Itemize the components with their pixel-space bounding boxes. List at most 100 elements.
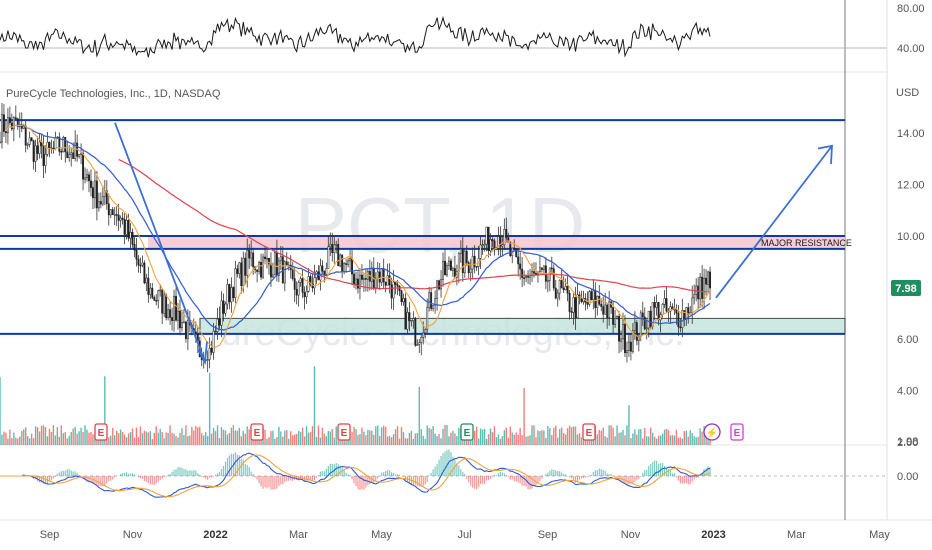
volume-bar (173, 433, 175, 445)
macd-histogram-bar (108, 476, 110, 482)
candle-body (451, 268, 454, 271)
macd-histogram-bar (213, 476, 215, 477)
macd-histogram-bar (329, 463, 331, 476)
dividend-badge-icon: ⚡ (706, 426, 718, 439)
candle-body (224, 303, 227, 314)
levels-layer (0, 119, 845, 335)
volume-bar (104, 376, 106, 445)
volume-bar (557, 437, 559, 445)
candle-body (12, 117, 15, 130)
volume-bar (416, 433, 419, 445)
volume-bar (687, 436, 689, 445)
earnings-badge[interactable]: E (337, 423, 351, 441)
candle-body (345, 263, 348, 265)
macd-histogram-bar (389, 470, 391, 476)
macd-histogram-bar (594, 470, 596, 476)
candle-body (370, 268, 373, 282)
candle-body (596, 296, 599, 308)
macd-histogram-bar (349, 475, 351, 476)
volume-bar (653, 436, 656, 445)
macd-histogram-bar (574, 476, 577, 483)
earnings-badge-label: E (341, 428, 348, 439)
candle-body (218, 318, 221, 326)
macd-histogram-bar (171, 472, 173, 476)
candle-body (165, 294, 168, 319)
candle-body (16, 118, 19, 127)
macd-histogram-bar (290, 476, 292, 481)
macd-histogram-bar (452, 456, 454, 476)
price-tick-label: 10.00 (897, 231, 925, 243)
macd-histogram-bar (418, 476, 420, 487)
candle-body (590, 291, 593, 301)
time-axis[interactable]: Sep Nov 2022 Mar May Jul Sep Nov 2023 Mar May (40, 529, 891, 541)
candle-body (291, 269, 294, 279)
major-resistance-label: MAJOR RESISTANCE (761, 238, 852, 248)
macd-histogram-bar (264, 476, 266, 488)
candle-body (491, 239, 494, 242)
macd-histogram-bar (58, 472, 60, 476)
volume-bar (177, 437, 179, 445)
earnings-badge[interactable]: E (460, 423, 474, 441)
earnings-badges[interactable]: E E E E E ⚡ E (94, 423, 744, 441)
volume-bar (618, 432, 620, 445)
macd-histogram-bar (646, 470, 648, 476)
rsi-axis[interactable]: 80.00 40.00 (897, 3, 925, 55)
macd-histogram-bar (48, 476, 51, 482)
volume-bar (697, 436, 699, 445)
volume-bar (153, 432, 155, 445)
candle-body (542, 265, 545, 270)
last-price-tag: 7.98 (891, 280, 921, 297)
macd-histogram-bar (485, 476, 488, 481)
macd-histogram-bar (426, 476, 428, 483)
volume-bar (596, 434, 598, 445)
volume-bar (547, 426, 549, 445)
volume-bar (0, 377, 1, 445)
rsi-tick-label: 80.00 (897, 3, 925, 15)
candle-body (540, 267, 543, 270)
candle-body (661, 304, 664, 315)
macd-histogram-bar (472, 476, 474, 488)
macd-histogram-bar (139, 476, 142, 479)
candle-body (355, 278, 357, 285)
macd-histogram-bar (165, 476, 167, 477)
candle-body (629, 341, 632, 352)
volume-bar (195, 425, 197, 445)
volume-bar (280, 431, 282, 445)
candle-body (446, 265, 448, 276)
candle-body (70, 152, 73, 156)
volume-bar (434, 433, 436, 445)
macd-histogram-bar (311, 476, 314, 482)
macd-axis[interactable]: 1.98 0.00 (897, 436, 918, 483)
macd-histogram-bar (432, 469, 434, 476)
volume-bar (335, 426, 337, 445)
volume-bar (119, 429, 122, 445)
candle-body (268, 257, 270, 265)
earnings-badge[interactable]: E (94, 423, 108, 441)
volume-bar (40, 425, 43, 445)
earnings-badge[interactable]: E (250, 423, 264, 441)
macd-histogram-bar (369, 476, 371, 485)
candle-body (507, 237, 510, 243)
chart-legend[interactable]: PureCycle Technologies, Inc., 1D, NASDAQ (6, 88, 221, 100)
volume-bar (616, 425, 618, 445)
macd-histogram-bar (608, 474, 610, 476)
volume-bar (258, 438, 260, 445)
dividend-badge[interactable]: ⚡ (703, 423, 721, 441)
volume-bar (25, 427, 27, 445)
candle-body (74, 142, 77, 159)
volume-bar (636, 434, 638, 445)
volume-bar (218, 438, 221, 445)
candle-body (303, 292, 306, 298)
earnings-badge[interactable]: E (582, 423, 596, 441)
volume-bar (624, 435, 626, 445)
volume-bar (679, 437, 682, 445)
volume-bar (384, 426, 387, 445)
candle-body (236, 268, 239, 274)
candle-body (175, 295, 177, 321)
volume-bar (317, 425, 320, 445)
macd-histogram-bar (331, 463, 333, 476)
candle-body (616, 316, 619, 319)
macd-histogram-bar (276, 476, 278, 489)
future-earnings-badge[interactable]: E (730, 423, 744, 441)
